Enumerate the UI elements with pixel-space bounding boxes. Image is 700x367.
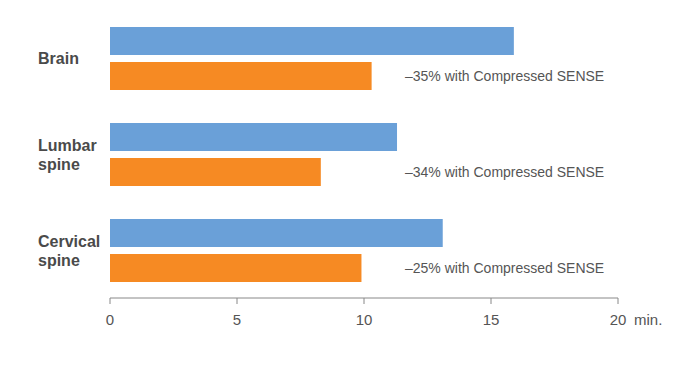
svg-text:0: 0 [106,311,114,328]
svg-text:5: 5 [233,311,241,328]
svg-text:–35% with Compressed SENSE: –35% with Compressed SENSE [405,68,604,84]
svg-text:Brain: Brain [38,50,79,67]
svg-text:10: 10 [356,311,373,328]
svg-text:Lumbarspine: Lumbarspine [38,136,97,172]
svg-text:15: 15 [483,311,500,328]
svg-text:–34% with Compressed SENSE: –34% with Compressed SENSE [405,164,604,180]
svg-text:–25% with Compressed SENSE: –25% with Compressed SENSE [405,260,604,276]
svg-text:Cervicalspine: Cervicalspine [38,232,100,268]
svg-text:20: 20 [610,311,627,328]
svg-text:min.: min. [634,311,662,328]
